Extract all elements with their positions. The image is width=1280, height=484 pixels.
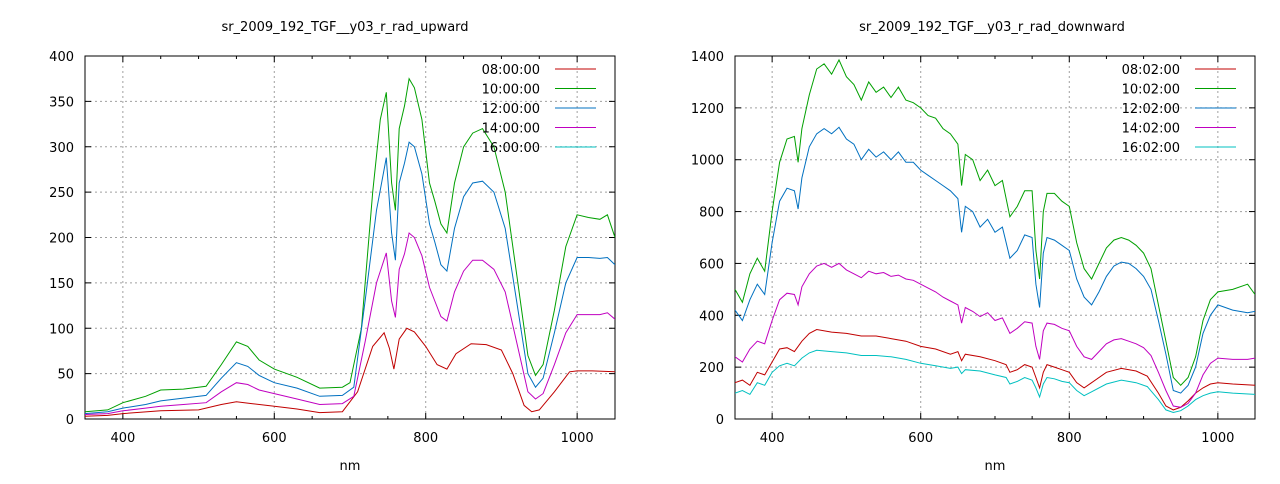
y-tick-label: 50 [57,368,74,383]
y-tick-label: 100 [49,322,74,337]
legend-label: 08:00:00 [482,63,540,78]
chart-title: sr_2009_192_TGF__y03_r_rad_downward [859,20,1125,35]
y-tick-label: 300 [49,141,74,156]
series-line-12:02:00 [735,126,1255,394]
series-line-08:02:00 [735,328,1255,411]
x-tick-label: 1000 [561,431,594,446]
x-tick-label: 1000 [1201,431,1234,446]
y-tick-label: 1400 [691,50,724,65]
y-tick-label: 0 [716,413,724,428]
legend-label: 08:02:00 [1122,63,1180,78]
legend-label: 16:00:00 [482,141,540,156]
y-tick-label: 0 [66,413,74,428]
y-tick-label: 1200 [691,102,724,117]
legend-label: 14:02:00 [1122,122,1180,137]
series-line-16:02:00 [735,349,1255,414]
y-tick-label: 400 [699,309,724,324]
x-tick-label: 800 [1057,431,1082,446]
y-tick-label: 200 [699,361,724,376]
legend-label: 10:00:00 [482,83,540,98]
legend-label: 16:02:00 [1122,141,1180,156]
x-tick-label: 400 [110,431,135,446]
series-line-14:00:00 [85,232,615,415]
x-tick-label: 600 [262,431,287,446]
series-line-12:00:00 [85,141,615,415]
x-tick-label: 600 [908,431,933,446]
series-line-14:02:00 [735,262,1255,408]
series-line-08:00:00 [85,327,615,417]
y-tick-label: 150 [49,277,74,292]
y-tick-label: 200 [49,232,74,247]
y-tick-label: 400 [49,50,74,65]
y-tick-label: 800 [699,206,724,221]
x-tick-label: 800 [413,431,438,446]
legend-label: 10:02:00 [1122,83,1180,98]
y-tick-label: 1000 [691,154,724,169]
y-tick-label: 350 [49,95,74,110]
x-axis-label: nm [340,459,361,474]
chart-2: sr_2009_192_TGF__y03_r_rad_downward 0 200 4… [691,20,1256,474]
series-line-10:02:00 [735,58,1255,387]
y-tick-label: 250 [49,186,74,201]
y-tick-label: 600 [699,257,724,272]
chart-1: sr_2009_192_TGF__y03_r_rad_upward 0 50 100 1… [49,20,616,474]
legend-label: 12:00:00 [482,102,540,117]
legend-label: 12:02:00 [1122,102,1180,117]
legend-label: 14:00:00 [482,122,540,137]
series-line-10:00:00 [85,77,615,413]
chart-title: sr_2009_192_TGF__y03_r_rad_upward [221,20,468,35]
x-tick-label: 400 [760,431,785,446]
x-axis-label: nm [985,459,1006,474]
